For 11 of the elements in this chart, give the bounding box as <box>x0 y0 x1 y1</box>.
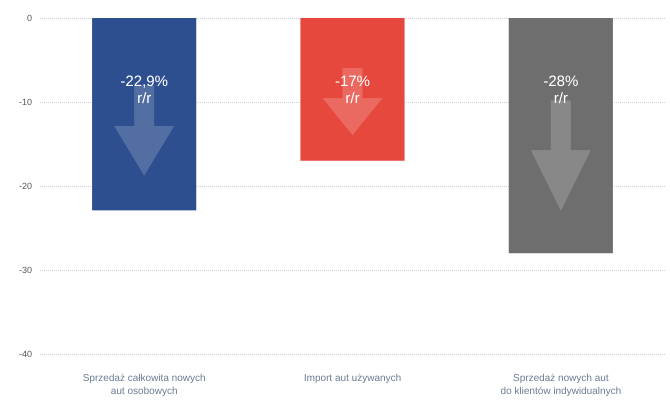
y-tick-label: 0 <box>26 13 32 23</box>
y-tick-label: -10 <box>18 97 32 107</box>
data-label: -22,9% r/r <box>120 73 168 107</box>
x-tick-label: Sprzedaż całkowita nowych aut osobowych <box>82 373 206 397</box>
y-tick-label: -30 <box>18 265 32 275</box>
y-tick-label: -40 <box>18 349 32 359</box>
x-tick-label: Sprzedaż nowych aut do klientów indywidualnych <box>500 373 622 397</box>
y-tick-label: -20 <box>18 181 32 191</box>
data-label: -28% r/r <box>543 73 578 107</box>
data-label: -17% r/r <box>334 73 370 107</box>
x-tick-label: Import aut używanych <box>304 373 402 384</box>
